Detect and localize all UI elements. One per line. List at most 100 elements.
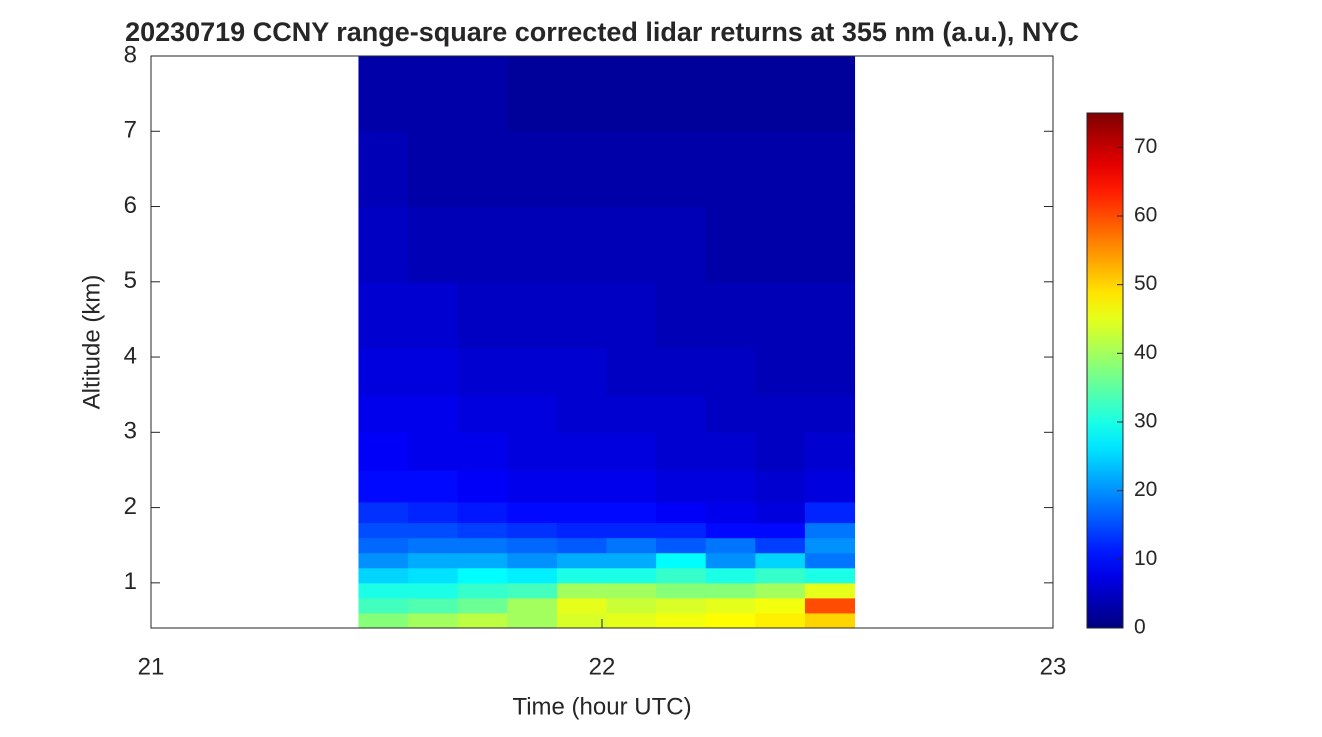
heatmap-cell xyxy=(408,501,459,524)
heatmap-cell xyxy=(457,469,508,503)
y-tick-label: 2 xyxy=(124,493,137,520)
heatmap-cell xyxy=(408,281,459,349)
heatmap-cell xyxy=(457,281,508,349)
heatmap-cell xyxy=(556,597,608,614)
heatmap-cell xyxy=(804,582,856,599)
heatmap-cell xyxy=(606,552,657,569)
heatmap-cell xyxy=(755,537,806,554)
heatmap-cell xyxy=(457,537,508,554)
heatmap-cell xyxy=(457,597,508,614)
heatmap-cell xyxy=(408,432,459,471)
heatmap-cell xyxy=(408,537,459,554)
heatmap-cell xyxy=(804,567,856,584)
heatmap-cell xyxy=(507,131,558,208)
heatmap-cell xyxy=(606,582,657,599)
heatmap-cell xyxy=(556,432,608,471)
heatmap-cell xyxy=(804,552,856,569)
heatmap-cell xyxy=(755,469,806,503)
heatmap-cell xyxy=(705,552,756,569)
heatmap-cell xyxy=(556,552,608,569)
heatmap-cell xyxy=(408,552,459,569)
heatmap-cell xyxy=(358,131,409,208)
colorbar-tick-label: 60 xyxy=(1134,204,1157,227)
heatmap-cell xyxy=(556,537,608,554)
heatmap-cell xyxy=(556,347,608,396)
heatmap-cell xyxy=(804,597,856,614)
heatmap-cell xyxy=(507,206,558,283)
heatmap-cell xyxy=(606,56,657,132)
heatmap-cell xyxy=(705,347,756,396)
heatmap-cell xyxy=(408,597,459,614)
colorbar-tick-label: 70 xyxy=(1134,135,1157,158)
heatmap-cell xyxy=(755,394,806,433)
heatmap-cell xyxy=(457,56,508,132)
heatmap-cell xyxy=(457,131,508,208)
heatmap-cell xyxy=(705,131,756,208)
heatmap-cell xyxy=(606,469,657,503)
heatmap-cell xyxy=(705,281,756,349)
heatmap-cell xyxy=(656,432,707,471)
y-tick-label: 4 xyxy=(124,342,137,369)
x-tick-label: 23 xyxy=(1040,653,1067,680)
heatmap-cell xyxy=(556,394,608,433)
y-tick-label: 3 xyxy=(124,418,137,445)
heatmap-cell xyxy=(656,582,707,599)
heatmap-cell xyxy=(656,612,707,629)
heatmap-cell xyxy=(507,522,558,539)
heatmap-cell xyxy=(457,432,508,471)
heatmap-cell xyxy=(457,612,508,629)
heatmap-cell xyxy=(755,432,806,471)
heatmap-cell xyxy=(408,206,459,283)
heatmap-cell xyxy=(804,469,856,503)
heatmap-cell xyxy=(606,281,657,349)
heatmap-cell xyxy=(755,582,806,599)
heatmap-cell xyxy=(755,522,806,539)
heatmap-cell xyxy=(408,567,459,584)
heatmap-cell xyxy=(556,612,608,629)
heatmap-cell xyxy=(804,347,856,396)
heatmap-cell xyxy=(755,131,806,208)
heatmap-cell xyxy=(705,597,756,614)
heatmap-cell xyxy=(606,567,657,584)
x-tick-label: 21 xyxy=(138,653,165,680)
heatmap-cell xyxy=(705,567,756,584)
heatmap-cell xyxy=(408,56,459,132)
heatmap-cell xyxy=(457,206,508,283)
heatmap-cell xyxy=(358,347,409,396)
heatmap-cell xyxy=(408,347,459,396)
heatmap-cell xyxy=(507,432,558,471)
heatmap-cell xyxy=(358,612,409,629)
heatmap-cell xyxy=(656,567,707,584)
heatmap-cell xyxy=(755,347,806,396)
heatmap-cell xyxy=(804,281,856,349)
heatmap-cell xyxy=(457,394,508,433)
heatmap-cell xyxy=(755,501,806,524)
heatmap-cell xyxy=(507,394,558,433)
heatmap-cell xyxy=(705,501,756,524)
heatmap-cell xyxy=(656,347,707,396)
heatmap-cell xyxy=(656,501,707,524)
heatmap-cell xyxy=(507,567,558,584)
heatmap-cell xyxy=(705,537,756,554)
heatmap-cell xyxy=(457,347,508,396)
heatmap-cell xyxy=(755,281,806,349)
heatmap-cell xyxy=(705,612,756,629)
heatmap-cell xyxy=(656,469,707,503)
heatmap-cell xyxy=(656,394,707,433)
heatmap-cell xyxy=(457,552,508,569)
heatmap-cell xyxy=(457,522,508,539)
heatmap-cell xyxy=(755,612,806,629)
heatmap-cell xyxy=(358,432,409,471)
y-axis-label: Altitude (km) xyxy=(78,275,105,410)
heatmap-cell xyxy=(656,597,707,614)
heatmap-cell xyxy=(358,281,409,349)
heatmap-cell xyxy=(606,394,657,433)
heatmap-cell xyxy=(507,469,558,503)
heatmap-cell xyxy=(556,206,608,283)
heatmap-cell xyxy=(705,56,756,132)
heatmap-cell xyxy=(656,281,707,349)
heatmap-cell xyxy=(507,552,558,569)
heatmap-cell xyxy=(408,131,459,208)
heatmap-cell xyxy=(408,469,459,503)
